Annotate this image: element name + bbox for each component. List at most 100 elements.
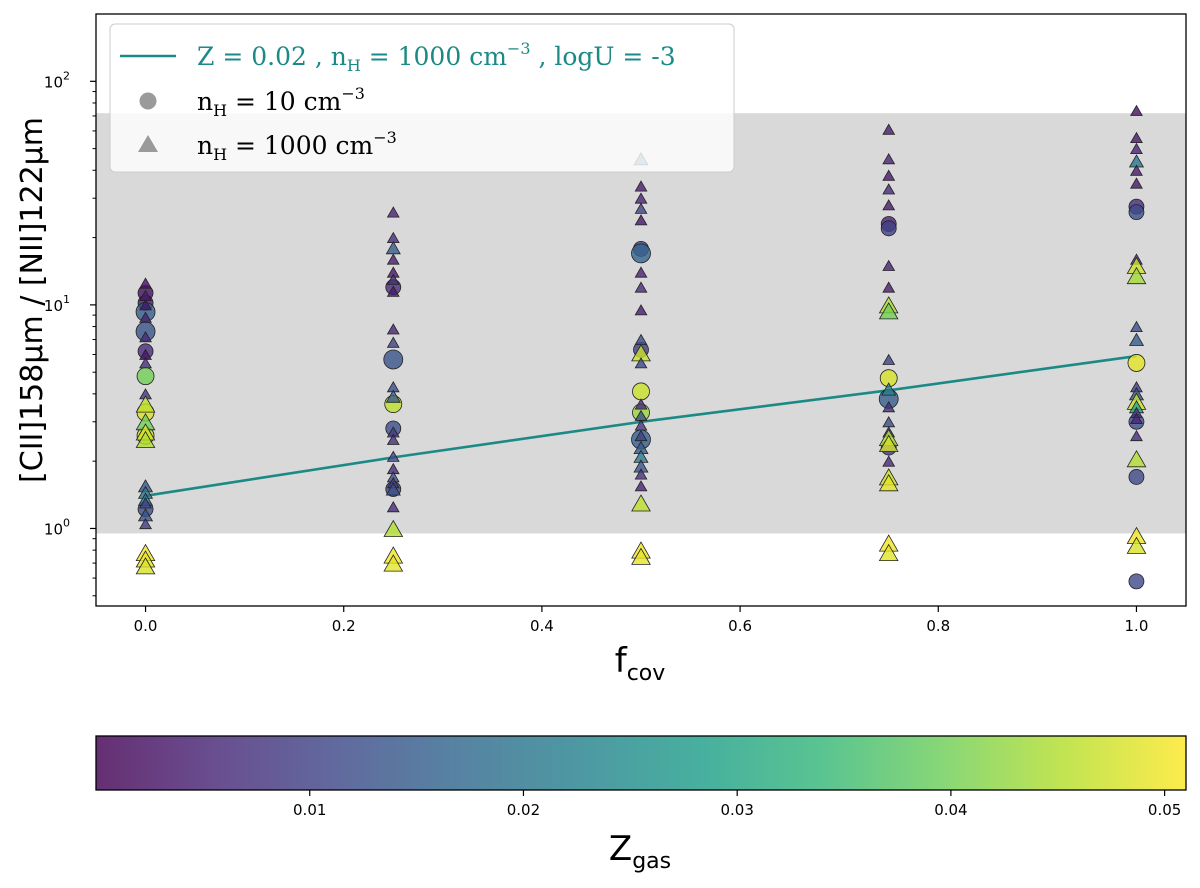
scatter-point-triangle: [634, 480, 648, 492]
scatter-point-triangle: [882, 199, 896, 211]
y-axis-label: [CII]158μm / [NII]122μm: [15, 117, 50, 483]
scatter-point-triangle: [1130, 104, 1143, 116]
scatter-point-triangle: [1130, 429, 1143, 442]
plot-frame: [95, 13, 1187, 607]
scatter-point-triangle: [386, 285, 400, 297]
legend-entry-triangle: nH = 1000 cm−3: [197, 128, 397, 164]
colorbar-label: Zgas: [609, 829, 671, 874]
scatter-point-triangle: [878, 434, 899, 452]
scatter-point-triangle: [882, 183, 896, 195]
scatter-point-triangle: [882, 123, 896, 135]
colorbar-gradient: [96, 736, 1186, 790]
scatter-point-triangle: [139, 330, 152, 343]
scatter-point-triangle: [139, 497, 152, 509]
scatter-point-triangle: [135, 395, 156, 413]
scatter-point-circle: [1128, 573, 1145, 590]
scatter-point-triangle: [386, 450, 400, 462]
scatter-point-triangle: [139, 357, 152, 369]
scatter-point-circle: [880, 220, 897, 237]
x-axis-label: fcov: [615, 641, 666, 686]
scatter-point-triangle: [386, 500, 400, 513]
scatter-point-triangle: [634, 398, 648, 410]
scatter-point-triangle: [634, 180, 648, 192]
scatter-point-triangle: [634, 214, 648, 226]
scatter-point-triangle: [634, 357, 648, 369]
scatter-point-triangle: [386, 273, 400, 285]
colorbar-tick-label: 0.04: [934, 801, 967, 819]
scatter-point-triangle: [1130, 164, 1143, 176]
scatter-point-triangle: [1130, 131, 1143, 143]
scatter-point-triangle: [882, 169, 896, 181]
legend-entry-circle: nH = 10 cm−3: [197, 84, 365, 120]
scatter-point-triangle: [385, 482, 401, 496]
scatter-point-triangle: [882, 353, 896, 365]
x-tick-label: 1.0: [1125, 617, 1149, 635]
scatter-point-triangle: [1126, 266, 1147, 285]
colorbar-tick-label: 0.01: [293, 801, 326, 819]
scatter-point-triangle: [634, 281, 648, 293]
legend-triangle-swatch: [138, 135, 158, 152]
scatter-point-triangle: [139, 311, 152, 323]
scatter-point-triangle: [878, 473, 899, 492]
scatter-point-triangle: [139, 277, 152, 289]
scatter-point-triangle: [385, 389, 401, 403]
scatter-point-circle: [1127, 354, 1146, 372]
scatter-point-triangle: [631, 494, 651, 512]
scatter-point-triangle: [135, 430, 156, 448]
legend-box: [109, 23, 735, 173]
scatter-point-triangle: [1130, 177, 1143, 189]
scatter-point-circle: [383, 349, 404, 370]
scatter-point-triangle: [383, 519, 404, 537]
scatter-point-triangle: [878, 302, 899, 320]
scatter-point-circle: [1128, 204, 1145, 221]
scatter-point-circle: [632, 382, 650, 401]
colorbar-tick-label: 0.05: [1148, 801, 1181, 819]
scatter-point-triangle: [634, 266, 648, 278]
scatter-point-triangle: [135, 557, 156, 575]
x-tick-label: 0.4: [530, 617, 554, 635]
colorbar-tick-label: 0.02: [507, 801, 540, 819]
colorbar-frame: [95, 735, 1187, 791]
legend: Z = 0.02 , nH = 1000 cm−3 , logU = -3 nH…: [109, 23, 735, 173]
y-tick-label: 100: [44, 516, 70, 538]
scatter-point-triangle: [386, 323, 400, 335]
y-tick-label: 102: [44, 69, 70, 91]
scatter-point-triangle: [634, 429, 648, 442]
scatter-point-triangle: [882, 281, 896, 293]
scatter-point-triangle: [634, 202, 648, 214]
scatter-point-circle: [631, 243, 651, 264]
scatter-point-triangle: [634, 304, 648, 316]
scatter-point-triangle: [386, 433, 400, 445]
colorbar-tick-label: 0.03: [720, 801, 753, 819]
scatter-point-triangle: [139, 299, 152, 311]
scatter-point-triangle: [882, 259, 896, 271]
scatter-point-triangle: [878, 543, 899, 561]
scatter-point-triangle: [881, 382, 897, 396]
scatter-point-triangle: [631, 547, 651, 565]
y-tick-label: 101: [44, 293, 70, 315]
scatter-point-triangle: [882, 455, 896, 467]
scatter-point-triangle: [386, 206, 400, 218]
scatter-point-triangle: [1126, 536, 1147, 554]
scatter-point-triangle: [1130, 320, 1143, 332]
scatter-point-triangle: [882, 400, 896, 413]
legend-entry-reference: Z = 0.02 , nH = 1000 cm−3 , logU = -3: [197, 39, 676, 75]
scatter-point-circle: [136, 367, 155, 386]
legend-circle-swatch: [139, 92, 157, 110]
scatter-point-triangle: [139, 517, 152, 530]
scatter-point-circle: [1128, 469, 1145, 485]
x-tick-label: 0.8: [926, 617, 950, 635]
scatter-point-triangle: [386, 253, 400, 265]
scatter-point-triangle: [1130, 412, 1143, 424]
x-tick-label: 0.2: [332, 617, 356, 635]
x-tick-label: 0.6: [728, 617, 752, 635]
scatter-point-triangle: [882, 152, 896, 165]
scatter-point-triangle: [634, 468, 648, 480]
scatter-point-triangle: [1130, 142, 1143, 154]
scatter-point-triangle: [1128, 332, 1145, 346]
scatter-point-triangle: [1126, 449, 1147, 468]
scatter-point-triangle: [383, 554, 404, 572]
scatter-point-triangle: [386, 336, 400, 348]
